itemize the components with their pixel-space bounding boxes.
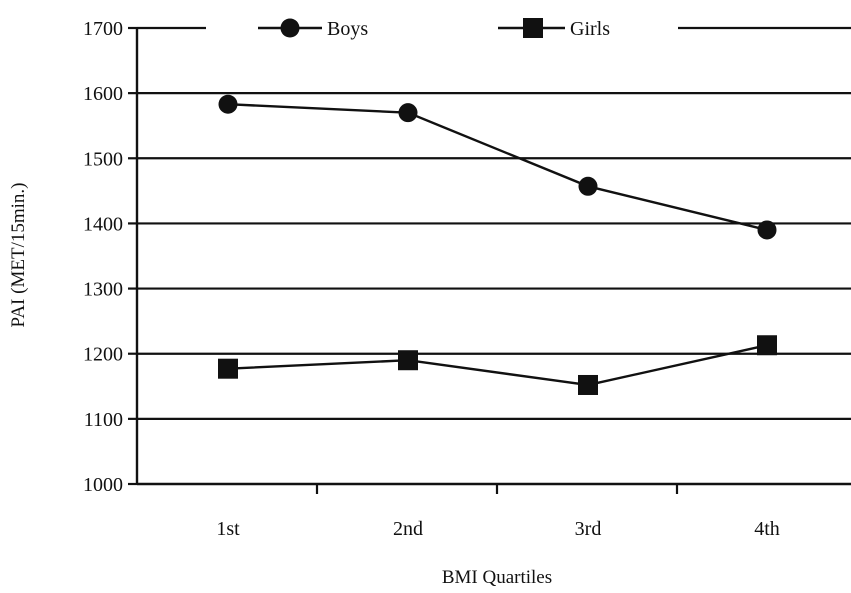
legend-label-girls: Girls <box>570 18 610 40</box>
axes <box>135 28 851 486</box>
point-boys-4th <box>757 220 777 240</box>
x-tick-label-2nd: 2nd <box>393 518 423 540</box>
y-tick-label-1000: 1000 <box>83 474 123 496</box>
point-boys-1st <box>218 94 238 114</box>
legend: Boys Girls <box>258 18 610 40</box>
point-girls-4th <box>757 335 777 356</box>
y-axis-ticks: 1000 1100 1200 1300 1400 1500 1600 1700 <box>83 18 137 496</box>
legend-marker-boys <box>280 18 300 38</box>
legend-label-boys: Boys <box>327 18 368 40</box>
point-girls-2nd <box>398 350 418 371</box>
y-tick-label-1500: 1500 <box>83 148 123 170</box>
y-tick-label-1600: 1600 <box>83 83 123 105</box>
y-tick-label-1400: 1400 <box>83 213 123 235</box>
series-line-boys <box>227 103 768 232</box>
point-boys-2nd <box>398 103 418 123</box>
gridlines <box>137 26 851 420</box>
point-girls-3rd <box>578 374 598 395</box>
x-tick-label-1st: 1st <box>216 518 240 540</box>
y-tick-label-1100: 1100 <box>84 409 123 431</box>
x-axis-title: BMI Quartiles <box>442 567 552 588</box>
series-line-girls <box>227 344 768 387</box>
y-axis-title: PAI (MET/15min.) <box>8 183 29 328</box>
legend-marker-girls <box>523 18 543 38</box>
series-layer <box>218 94 777 395</box>
y-tick-label-1200: 1200 <box>83 344 123 366</box>
x-tick-label-4th: 4th <box>754 518 780 540</box>
x-axis-ticks: 1st 2nd 3rd 4th <box>216 484 780 540</box>
x-tick-label-3rd: 3rd <box>575 518 602 540</box>
point-girls-1st <box>218 358 238 379</box>
y-tick-label-1700: 1700 <box>83 18 123 40</box>
point-boys-3rd <box>578 176 598 196</box>
y-tick-label-1300: 1300 <box>83 279 123 301</box>
